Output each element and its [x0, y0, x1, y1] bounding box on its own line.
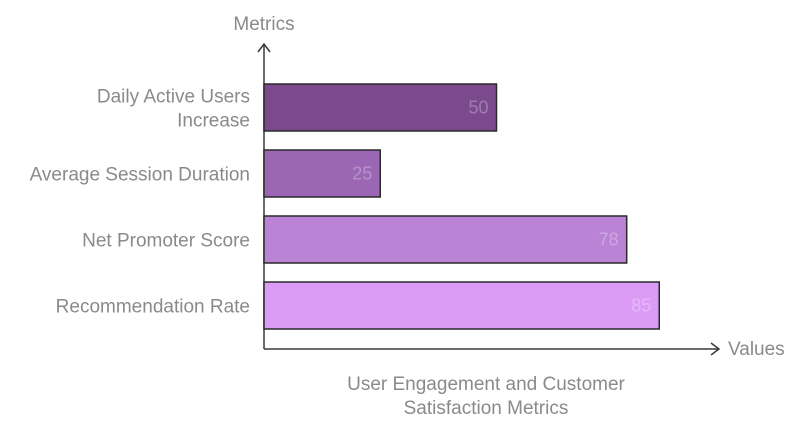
bar-value-label-4: 85 [631, 296, 651, 316]
bars-group: 50 25 78 85 [263, 83, 660, 330]
category-label-line: Net Promoter Score [82, 231, 250, 252]
bar-2 [263, 149, 381, 198]
bar-1 [263, 83, 498, 132]
category-label-line: Average Session Duration [30, 165, 250, 186]
category-labels: Daily Active Users Increase Average Sessio… [30, 87, 250, 318]
bar-4 [263, 281, 660, 330]
category-label-2: Average Session Duration [30, 165, 250, 186]
category-label-3: Net Promoter Score [82, 231, 250, 252]
caption-line-2: Satisfaction Metrics [404, 398, 569, 419]
caption-line-1: User Engagement and Customer [347, 374, 625, 395]
chart-caption: User Engagement and Customer Satisfaction… [347, 374, 625, 419]
category-label-line: Increase [177, 111, 250, 132]
x-axis-arrow [710, 342, 721, 356]
bar-value-label-3: 78 [599, 230, 619, 250]
bar-3 [263, 215, 628, 264]
category-label-1: Daily Active Users Increase [97, 87, 250, 132]
bar-value-label-1: 50 [468, 98, 488, 118]
bar-value-label-2: 25 [352, 164, 372, 184]
y-axis-arrow [257, 42, 271, 53]
x-axis-title: Values [728, 339, 785, 360]
category-label-4: Recommendation Rate [56, 297, 250, 318]
category-label-line: Daily Active Users [97, 87, 250, 108]
y-axis-title: Metrics [233, 14, 294, 35]
category-label-line: Recommendation Rate [56, 297, 250, 318]
